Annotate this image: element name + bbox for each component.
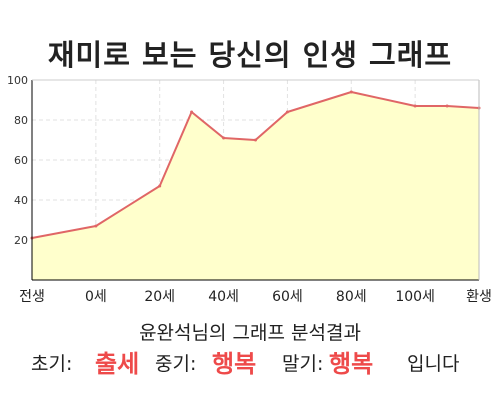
data-point (349, 90, 353, 94)
x-tick-label: 환생 (466, 289, 492, 305)
axes (31, 79, 480, 281)
x-tick-label: 전생 (19, 289, 45, 305)
y-tick-label: 20 (14, 234, 28, 247)
page-title: 재미로 보는 당신의 인생 그래프 (47, 38, 453, 72)
middle-label: 중기: (155, 353, 197, 375)
tick-labels: 20 40 60 80 100 전생 0세 20세 40세 60세 80세 100세 환생 (7, 74, 492, 305)
data-point (190, 110, 194, 114)
y-tick-label: 80 (14, 114, 28, 127)
analysis-result-row: 초기: 출세 중기: 행복 말기: 행복 입니다 (0, 346, 500, 382)
y-tick-label: 40 (14, 194, 28, 207)
data-point (413, 104, 417, 108)
series-area (32, 92, 479, 280)
y-tick-label: 60 (14, 154, 28, 167)
x-tick-label: 20세 (144, 289, 175, 305)
data-point (222, 136, 226, 140)
data-point (285, 110, 289, 114)
x-tick-label: 60세 (272, 289, 303, 305)
analysis-subtitle: 윤완석님의 그래프 분석결과 (139, 322, 361, 344)
x-tick-label: 80세 (336, 289, 367, 305)
ending-text: 입니다 (407, 353, 460, 375)
early-value: 출세 (95, 350, 140, 378)
data-point (158, 184, 162, 188)
late-value: 행복 (329, 350, 374, 378)
x-tick-label: 0세 (85, 289, 107, 305)
early-label: 초기: (31, 353, 73, 375)
x-tick-label: 40세 (208, 289, 239, 305)
middle-value: 행복 (212, 350, 257, 378)
late-label: 말기: (282, 353, 324, 375)
x-tick-label: 100세 (395, 289, 435, 305)
series-layer (30, 90, 481, 280)
y-tick-label: 100 (7, 74, 28, 87)
life-chart: 20 40 60 80 100 전생 0세 20세 40세 60세 80세 100세 환생 (7, 74, 492, 305)
data-point (445, 104, 449, 108)
data-point (94, 224, 98, 228)
data-point (254, 138, 257, 142)
